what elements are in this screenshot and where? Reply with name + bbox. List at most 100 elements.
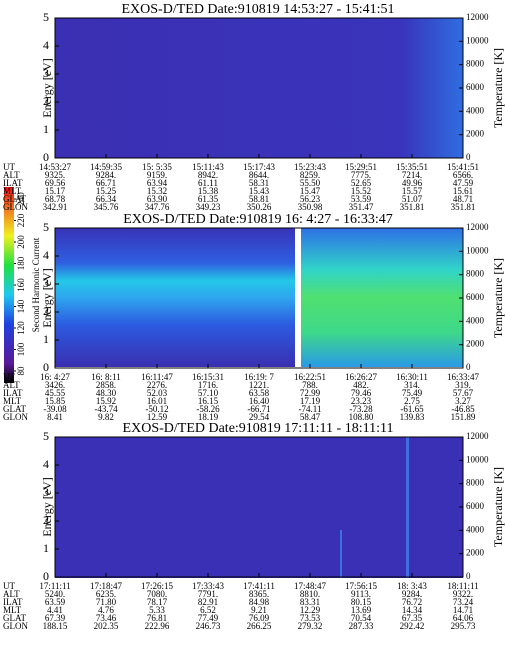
table-cell: 350.98: [298, 202, 323, 212]
colorbar-tick-label: 180: [16, 256, 26, 270]
table-cell: 295.73: [451, 621, 476, 631]
colorbar-tick-label: 160: [16, 278, 26, 292]
table-cell: 14.71: [453, 605, 473, 615]
spectrogram: [55, 437, 463, 578]
y-tick-label: 3: [43, 276, 49, 290]
y-tick-label: 5: [43, 10, 49, 24]
table-cell: 202.35: [94, 621, 119, 631]
table-cell: 69.56: [45, 178, 66, 188]
table-cell: -73.28: [349, 404, 373, 414]
table-cell: 58.31: [249, 178, 269, 188]
table-cell: 63.59: [45, 597, 66, 607]
table-cell: 12.59: [147, 412, 168, 422]
table-cell: -58.26: [196, 404, 220, 414]
row-label: ILAT: [3, 597, 23, 607]
table-cell: 15.92: [96, 396, 116, 406]
y-tick-label: 1: [43, 541, 49, 555]
row-label: MLT: [3, 605, 22, 615]
row-label: UT: [3, 162, 15, 172]
row-label: GLAT: [3, 613, 26, 623]
table-cell: 9284.: [402, 589, 422, 599]
table-cell: 14.34: [402, 605, 423, 615]
y2-tick-label: 0: [466, 571, 471, 581]
table-cell: 17:26:15: [141, 581, 174, 591]
table-cell: 29.54: [249, 412, 270, 422]
row-label: UT: [3, 581, 15, 591]
table-cell: 68.78: [45, 194, 66, 204]
table-cell: 4.41: [47, 605, 63, 615]
table-cell: 63.90: [147, 194, 168, 204]
table-cell: 15.43: [249, 186, 270, 196]
table-cell: 12.29: [300, 605, 321, 615]
table-cell: 15: 5:35: [142, 162, 172, 172]
table-cell: 345.76: [94, 202, 119, 212]
table-cell: 15.57: [402, 186, 423, 196]
table-cell: 15:41:51: [447, 162, 479, 172]
table-cell: 9325.: [45, 170, 65, 180]
table-cell: 8942.: [198, 170, 218, 180]
y2-tick-label: 6000: [466, 292, 485, 302]
y2-tick-label: 2000: [466, 339, 485, 349]
table-cell: 78.17: [147, 597, 168, 607]
table-cell: 63.94: [147, 178, 168, 188]
table-cell: 57.67: [453, 388, 474, 398]
colorbar-label: Second Harmonic Current: [31, 237, 41, 332]
table-cell: -43.74: [94, 404, 118, 414]
table-cell: 13.69: [351, 605, 372, 615]
table-cell: 788.: [302, 380, 318, 390]
y2-axis-label: Temperature [K]: [491, 467, 505, 547]
table-cell: 51.07: [402, 194, 423, 204]
table-cell: 15.38: [198, 186, 219, 196]
table-cell: 14:59:35: [90, 162, 123, 172]
table-cell: 52.65: [351, 178, 372, 188]
table-cell: 351.81: [400, 202, 425, 212]
table-cell: 61.35: [198, 194, 219, 204]
table-cell: 349.23: [196, 202, 221, 212]
row-label: ILAT: [3, 388, 23, 398]
table-cell: 9.21: [251, 605, 267, 615]
table-cell: 58.47: [300, 412, 321, 422]
table-cell: 53.59: [351, 194, 372, 204]
y-tick-label: 5: [43, 429, 49, 443]
table-cell: 15.85: [45, 396, 66, 406]
table-cell: 58.81: [249, 194, 269, 204]
y2-tick-label: 12000: [466, 431, 489, 441]
colorbar-tick-label: 80: [16, 366, 26, 376]
y2-tick-label: 0: [466, 152, 471, 162]
table-cell: 48.30: [96, 388, 117, 398]
table-cell: 7791.: [198, 589, 218, 599]
table-cell: 76.09: [249, 613, 270, 623]
y2-tick-label: 8000: [466, 269, 485, 279]
table-cell: 47.59: [453, 178, 474, 188]
table-cell: 1716.: [198, 380, 218, 390]
row-label: GLON: [3, 202, 28, 212]
table-cell: 15.52: [351, 186, 371, 196]
table-cell: 48.71: [453, 194, 473, 204]
y-tick-label: 2: [43, 513, 49, 527]
table-cell: -39.08: [43, 404, 67, 414]
table-cell: 279.32: [298, 621, 323, 631]
row-label: MLT: [3, 396, 22, 406]
table-cell: 9159.: [147, 170, 167, 180]
y-tick-label: 4: [43, 457, 49, 471]
table-cell: 222.96: [145, 621, 170, 631]
table-cell: 17:56:15: [345, 581, 378, 591]
table-cell: 73.24: [453, 597, 474, 607]
y2-tick-label: 0: [466, 362, 471, 372]
table-cell: 66.34: [96, 194, 117, 204]
table-cell: -46.85: [451, 404, 475, 414]
table-cell: 70.54: [351, 613, 372, 623]
table-cell: 17.19: [300, 396, 321, 406]
y-tick-label: 1: [43, 122, 49, 136]
y2-tick-label: 2000: [466, 548, 485, 558]
table-cell: 16.40: [249, 396, 270, 406]
table-cell: 8365.: [249, 589, 269, 599]
y-tick-label: 1: [43, 332, 49, 346]
table-cell: 15.25: [96, 186, 117, 196]
table-cell: 319.: [455, 380, 471, 390]
row-label: GLON: [3, 621, 28, 631]
table-cell: 139.83: [400, 412, 425, 422]
table-cell: 8.41: [47, 412, 63, 422]
table-cell: 15.61: [453, 186, 473, 196]
table-cell: 52.03: [147, 388, 168, 398]
